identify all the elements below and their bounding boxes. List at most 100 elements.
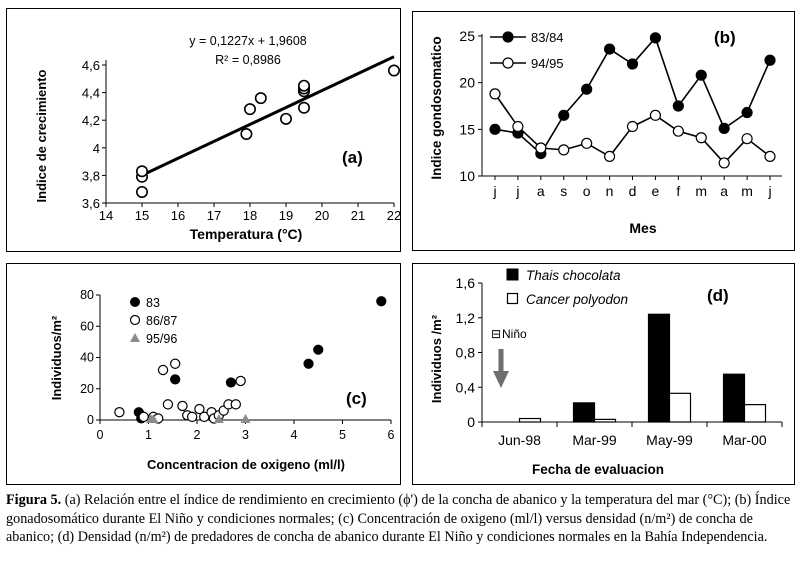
chart-c-xtick-label: 3: [242, 428, 249, 442]
chart-a-point: [387, 64, 400, 77]
panel-a: 3,6 3,8 4 4,2 4,4 4,6 14 15 16 17 18 19 20 21 22 y = 0…: [6, 8, 401, 252]
chart-b-point: [512, 120, 524, 133]
chart-b-point: [581, 83, 593, 95]
chart-c-xtick-label: 5: [339, 428, 346, 442]
chart-d-annotation-text: Niño: [502, 327, 527, 341]
chart-a-ytick-label: 3,6: [82, 196, 100, 211]
chart-b-point: [672, 100, 684, 112]
chart-c-xtick-label: 0: [97, 428, 104, 442]
chart-a-xtick-label: 22: [387, 208, 401, 223]
chart-d-xtick-label: Mar-99: [572, 432, 617, 448]
chart-b-point: [718, 122, 730, 135]
chart-c-point-83: [170, 374, 181, 385]
chart-b-point: [741, 106, 753, 119]
panel-b: 10 15 20 25 j j a s o n d e f m a m j 83/84 94/95 (b) Me…: [412, 11, 795, 251]
chart-b-ytick-label: 10: [459, 168, 475, 184]
chart-b-xtick-label: d: [629, 183, 637, 199]
legend-86-87-label: 86/87: [146, 314, 177, 328]
chart-b-xtick-label: o: [583, 183, 591, 199]
chart-b-point: [626, 120, 639, 133]
chart-c-panel-label: (c): [346, 389, 367, 408]
chart-a-ytick-label: 3,8: [82, 168, 100, 183]
chart-d-ytick-label: 0: [467, 414, 475, 430]
chart-c-point-83: [376, 296, 387, 307]
chart-c-point-86-87: [186, 411, 198, 423]
chart-c-point-86-87: [194, 403, 205, 415]
chart-a-equation: y = 0,1227x + 1,9608: [189, 34, 307, 48]
chart-c-point-86-87: [169, 358, 181, 369]
chart-c-xtick-label: 1: [145, 428, 152, 442]
legend-83-84-marker: [502, 31, 514, 43]
legend-94-95-marker: [502, 57, 514, 69]
chart-d-xtick-label: Mar-00: [722, 432, 767, 448]
chart-d-xtick-label: May-99: [646, 432, 693, 448]
chart-b-xlabel: Mes: [629, 220, 656, 236]
chart-b-point: [764, 54, 776, 66]
chart-b-point: [535, 142, 547, 154]
chart-d-ytick-label: 1,6: [456, 275, 476, 291]
chart-b-ytick-label: 15: [459, 121, 475, 137]
chart-a-point: [297, 79, 310, 92]
chart-b-xtick-label: e: [652, 183, 660, 199]
chart-b-xtick-label: m: [695, 183, 707, 199]
chart-a-point: [240, 128, 253, 141]
chart-a-xlabel: Temperatura (°C): [190, 226, 303, 242]
chart-c-ytick-label: 80: [80, 288, 94, 302]
chart-b-point: [489, 123, 501, 135]
chart-c-point-86-87: [199, 411, 210, 423]
chart-c-xtick-label: 6: [388, 428, 395, 442]
chart-c-point-95-96: [148, 414, 159, 423]
chart-d-xtick-label: Jun-98: [498, 432, 541, 448]
chart-c-point-95-96: [240, 414, 251, 423]
figure-caption: Figura 5. (a) Relación entre el índice d…: [6, 491, 796, 547]
chart-c-point-83: [225, 377, 237, 388]
chart-a-point: [254, 92, 267, 105]
chart-a-xtick-label: 19: [279, 208, 293, 223]
chart-c-ylabel: Individuos/m²: [49, 315, 64, 400]
chart-a-point: [297, 101, 310, 114]
chart-b-xtick-label: m: [741, 183, 753, 199]
chart-a-xtick-label: 18: [243, 208, 257, 223]
legend-thais-label: Thais chocolata: [526, 268, 621, 283]
chart-c-point-86-87: [157, 364, 169, 376]
chart-c-point-86-87: [138, 411, 149, 423]
caption-text: (a) Relación entre el índice de rendimie…: [6, 492, 791, 546]
chart-c-ytick-label: 0: [87, 413, 94, 427]
chart-c-point-95-96: [213, 414, 224, 423]
chart-a-r2: R² = 0,8986: [215, 53, 281, 67]
chart-c-xlabel: Concentracion de oxigeno (ml/l): [147, 457, 345, 472]
chart-b-point: [718, 157, 730, 169]
chart-a-point: [136, 165, 149, 178]
chart-b-xtick-label: a: [720, 183, 728, 199]
chart-b-xtick-label: n: [606, 183, 614, 199]
chart-c-point-86-87: [230, 399, 241, 410]
legend-83-84-label: 83/84: [531, 30, 564, 45]
chart-b-xtick-label: j: [767, 183, 771, 199]
legend-95-96-label: 95/96: [146, 332, 177, 346]
chart-d-panel-label: (d): [707, 286, 729, 305]
chart-a-ytick-label: 4: [93, 141, 100, 156]
chart-c-ytick-label: 40: [80, 351, 94, 365]
chart-d-legend: Thais chocolata Cancer polyodon: [506, 268, 628, 307]
legend-95-96-marker: [130, 333, 140, 342]
chart-b-panel-label: (b): [714, 28, 736, 47]
chart-b-point: [649, 32, 662, 44]
legend-83-label: 83: [146, 296, 160, 310]
chart-b-point: [741, 133, 753, 145]
chart-b-xtick-label: a: [537, 183, 545, 199]
chart-a-xtick-label: 14: [99, 208, 113, 223]
chart-b-point: [695, 132, 707, 144]
chart-b-xtick-label: j: [515, 183, 519, 199]
chart-a-ytick-label: 4,4: [82, 86, 100, 101]
chart-b-point: [558, 144, 570, 156]
chart-a-point: [244, 103, 257, 116]
chart-a-point: [136, 185, 149, 198]
chart-d-bar-thais: [572, 402, 596, 423]
chart-c-legend: 83 86/87 95/96: [129, 296, 177, 346]
legend-cancer-label: Cancer polyodon: [526, 292, 628, 307]
chart-b-ytick-label: 25: [459, 28, 475, 44]
chart-d-ylabel: Individuos /m²: [429, 314, 444, 403]
chart-a-ytick-label: 4,6: [82, 58, 100, 73]
